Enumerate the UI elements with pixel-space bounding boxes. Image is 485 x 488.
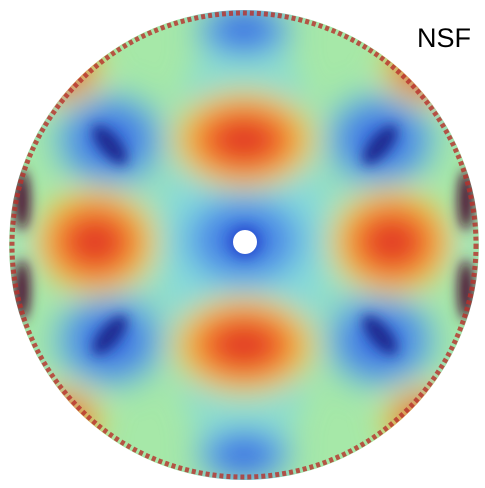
- map-disc: [9, 10, 479, 480]
- edge-ring: [9, 10, 479, 480]
- panel-label: NSF: [417, 23, 471, 53]
- center-hole: [233, 230, 257, 254]
